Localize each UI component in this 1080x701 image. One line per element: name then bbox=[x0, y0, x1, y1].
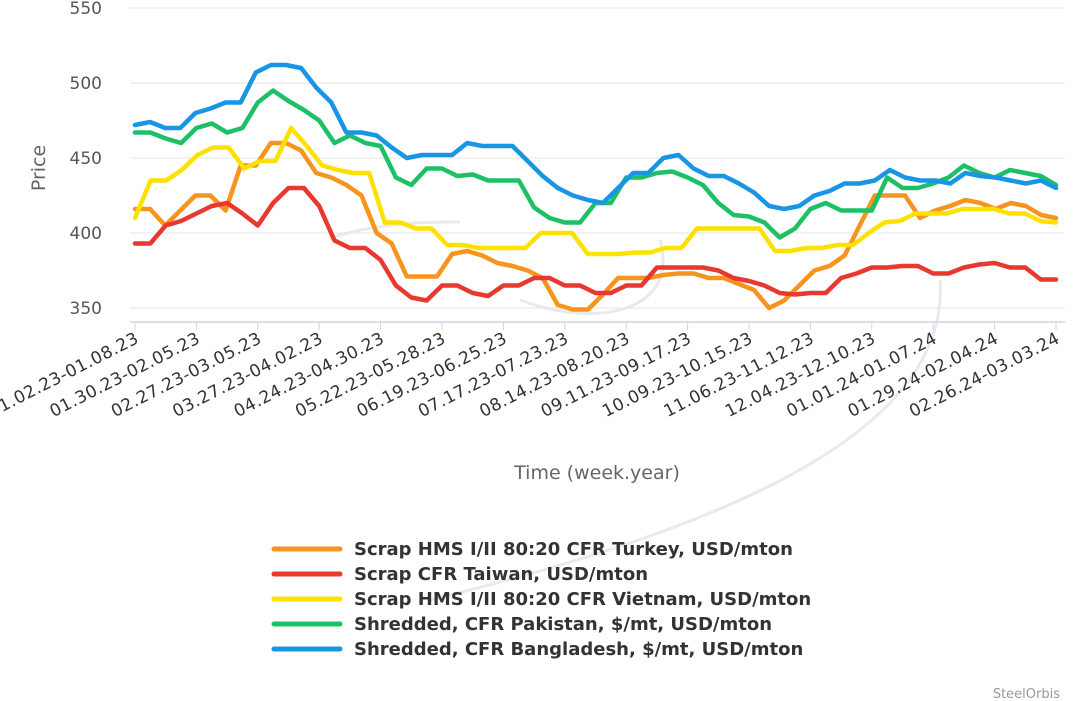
y-axis-labels: 350 400 450 500 550 bbox=[70, 0, 102, 319]
legend-item-label: Shredded, CFR Pakistan, $/mt, USD/mton bbox=[354, 614, 772, 635]
legend-item-label: Scrap HMS I/II 80:20 CFR Turkey, USD/mto… bbox=[354, 539, 793, 560]
x-axis-ticks bbox=[134, 322, 1057, 330]
x-axis-labels: 01.02.23-01.08.2301.30.23-02.05.2302.27.… bbox=[0, 329, 1063, 422]
credit-text: SteelOrbis bbox=[993, 687, 1060, 701]
legend-item-label: Shredded, CFR Bangladesh, $/mt, USD/mton bbox=[354, 639, 803, 660]
gridlines bbox=[130, 7, 1065, 309]
legend: Scrap HMS I/II 80:20 CFR Turkey, USD/mto… bbox=[271, 539, 811, 660]
y-tick-label: 350 bbox=[70, 299, 102, 319]
legend-item-label: Scrap CFR Taiwan, USD/mton bbox=[354, 564, 648, 585]
y-axis-title: Price bbox=[28, 145, 50, 191]
legend-item-label: Scrap HMS I/II 80:20 CFR Vietnam, USD/mt… bbox=[354, 589, 811, 610]
series-line bbox=[132, 125, 1059, 257]
series-line bbox=[132, 140, 1059, 312]
y-tick-label: 550 bbox=[70, 0, 102, 19]
series-line bbox=[132, 185, 1059, 303]
x-axis-title: Time (week.year) bbox=[513, 462, 680, 484]
series-layer bbox=[132, 62, 1059, 312]
y-tick-label: 450 bbox=[70, 149, 102, 169]
y-tick-label: 500 bbox=[70, 74, 102, 94]
y-tick-label: 400 bbox=[70, 224, 102, 244]
series-line bbox=[132, 62, 1059, 212]
